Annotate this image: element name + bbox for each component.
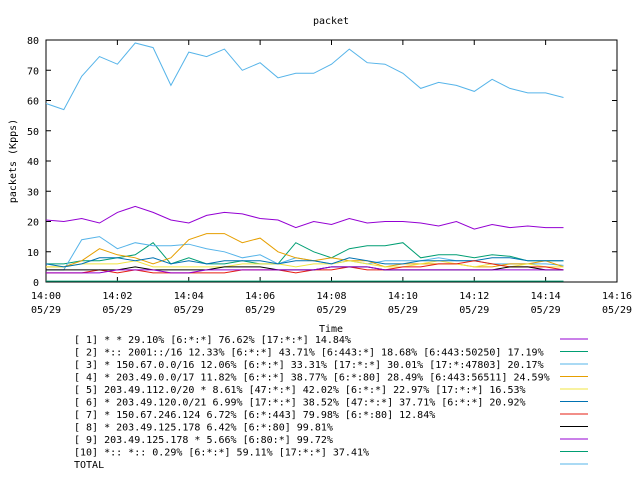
legend-entry-label: [ 9] 203.49.125.178 * 5.66% [6:80:*] 99.… xyxy=(74,435,333,446)
series-line-5 xyxy=(46,260,564,268)
series-lines xyxy=(45,42,564,282)
chart-title: packet xyxy=(313,16,349,27)
legend-entry-label: [ 1] * * 29.10% [6:*:*] 76.62% [17:*:*] … xyxy=(74,335,351,346)
x-tick-label-date: 05/29 xyxy=(388,305,418,316)
x-tick-label-date: 05/29 xyxy=(245,305,275,316)
x-tick-label-time: 14:10 xyxy=(388,291,418,302)
y-tick-label: 0 xyxy=(33,278,39,289)
legend: [ 1] * * 29.10% [6:*:*] 76.62% [17:*:*] … xyxy=(74,335,588,471)
series-line-1 xyxy=(45,205,564,230)
x-tick-label-date: 05/29 xyxy=(174,305,204,316)
legend-entry-label: [10] *:: *:: 0.29% [6:*:*] 59.11% [17:*:… xyxy=(74,448,369,459)
legend-entry-label: [ 5] 203.49.112.0/20 * 8.61% [47:*:*] 42… xyxy=(74,385,526,396)
x-tick-label-date: 05/29 xyxy=(102,305,132,316)
y-tick-label: 20 xyxy=(27,218,39,229)
legend-entry-label: [ 8] * 203.49.125.178 6.42% [6:*:80] 99.… xyxy=(74,423,333,434)
x-tick-label-time: 14:16 xyxy=(602,291,632,302)
legend-entry-label: [ 3] * 150.67.0.0/16 12.06% [6:*:*] 33.3… xyxy=(74,360,544,371)
legend-entry-label: [ 6] * 203.49.120.0/21 6.99% [17:*:*] 38… xyxy=(74,398,526,409)
series-line-9 xyxy=(46,266,564,274)
x-tick-label-time: 14:14 xyxy=(531,291,561,302)
x-tick-label-time: 14:02 xyxy=(102,291,132,302)
x-tick-label-date: 05/29 xyxy=(459,305,489,316)
x-tick-label-date: 05/29 xyxy=(31,305,61,316)
x-tick-label-time: 14:12 xyxy=(459,291,489,302)
x-tick-label-time: 14:04 xyxy=(174,291,204,302)
series-line-11 xyxy=(45,42,564,111)
x-axis-ticks: 14:00 05/29 14:02 05/29 14:04 05/29 14:06 05/29… xyxy=(31,40,632,316)
x-tick-label-time: 14:06 xyxy=(245,291,275,302)
x-tick-label-date: 05/29 xyxy=(602,305,632,316)
legend-entry-label: [ 2] *:: 2001::/16 12.33% [6:*:*] 43.71%… xyxy=(74,348,544,359)
series-line-4 xyxy=(46,233,564,268)
x-tick-label-time: 14:08 xyxy=(316,291,346,302)
legend-entry-label: [ 7] * 150.67.246.124 6.72% [6:*:443] 79… xyxy=(74,410,435,421)
x-tick-label-date: 05/29 xyxy=(316,305,346,316)
y-tick-label: 80 xyxy=(27,36,39,47)
series-line-2 xyxy=(46,242,564,265)
y-tick-label: 40 xyxy=(27,157,39,168)
x-axis-label: Time xyxy=(319,324,343,335)
legend-entry-label: TOTAL xyxy=(74,460,104,471)
y-tick-label: 70 xyxy=(27,66,39,77)
x-tick-label-time: 14:00 xyxy=(31,291,61,302)
y-tick-label: 50 xyxy=(27,127,39,138)
plot-frame xyxy=(45,39,618,283)
y-tick-label: 10 xyxy=(27,248,39,259)
series-line-6 xyxy=(45,257,564,268)
x-tick-label-date: 05/29 xyxy=(531,305,561,316)
legend-entry-label: [ 4] * 203.49.0.0/17 11.82% [6:*:*] 38.7… xyxy=(74,373,550,384)
y-axis-label: packets (Kpps) xyxy=(8,119,19,203)
y-tick-label: 30 xyxy=(27,187,39,198)
y-tick-label: 60 xyxy=(27,97,39,108)
y-axis-ticks: 0 10 20 30 40 50 60 70 80 xyxy=(27,36,617,289)
